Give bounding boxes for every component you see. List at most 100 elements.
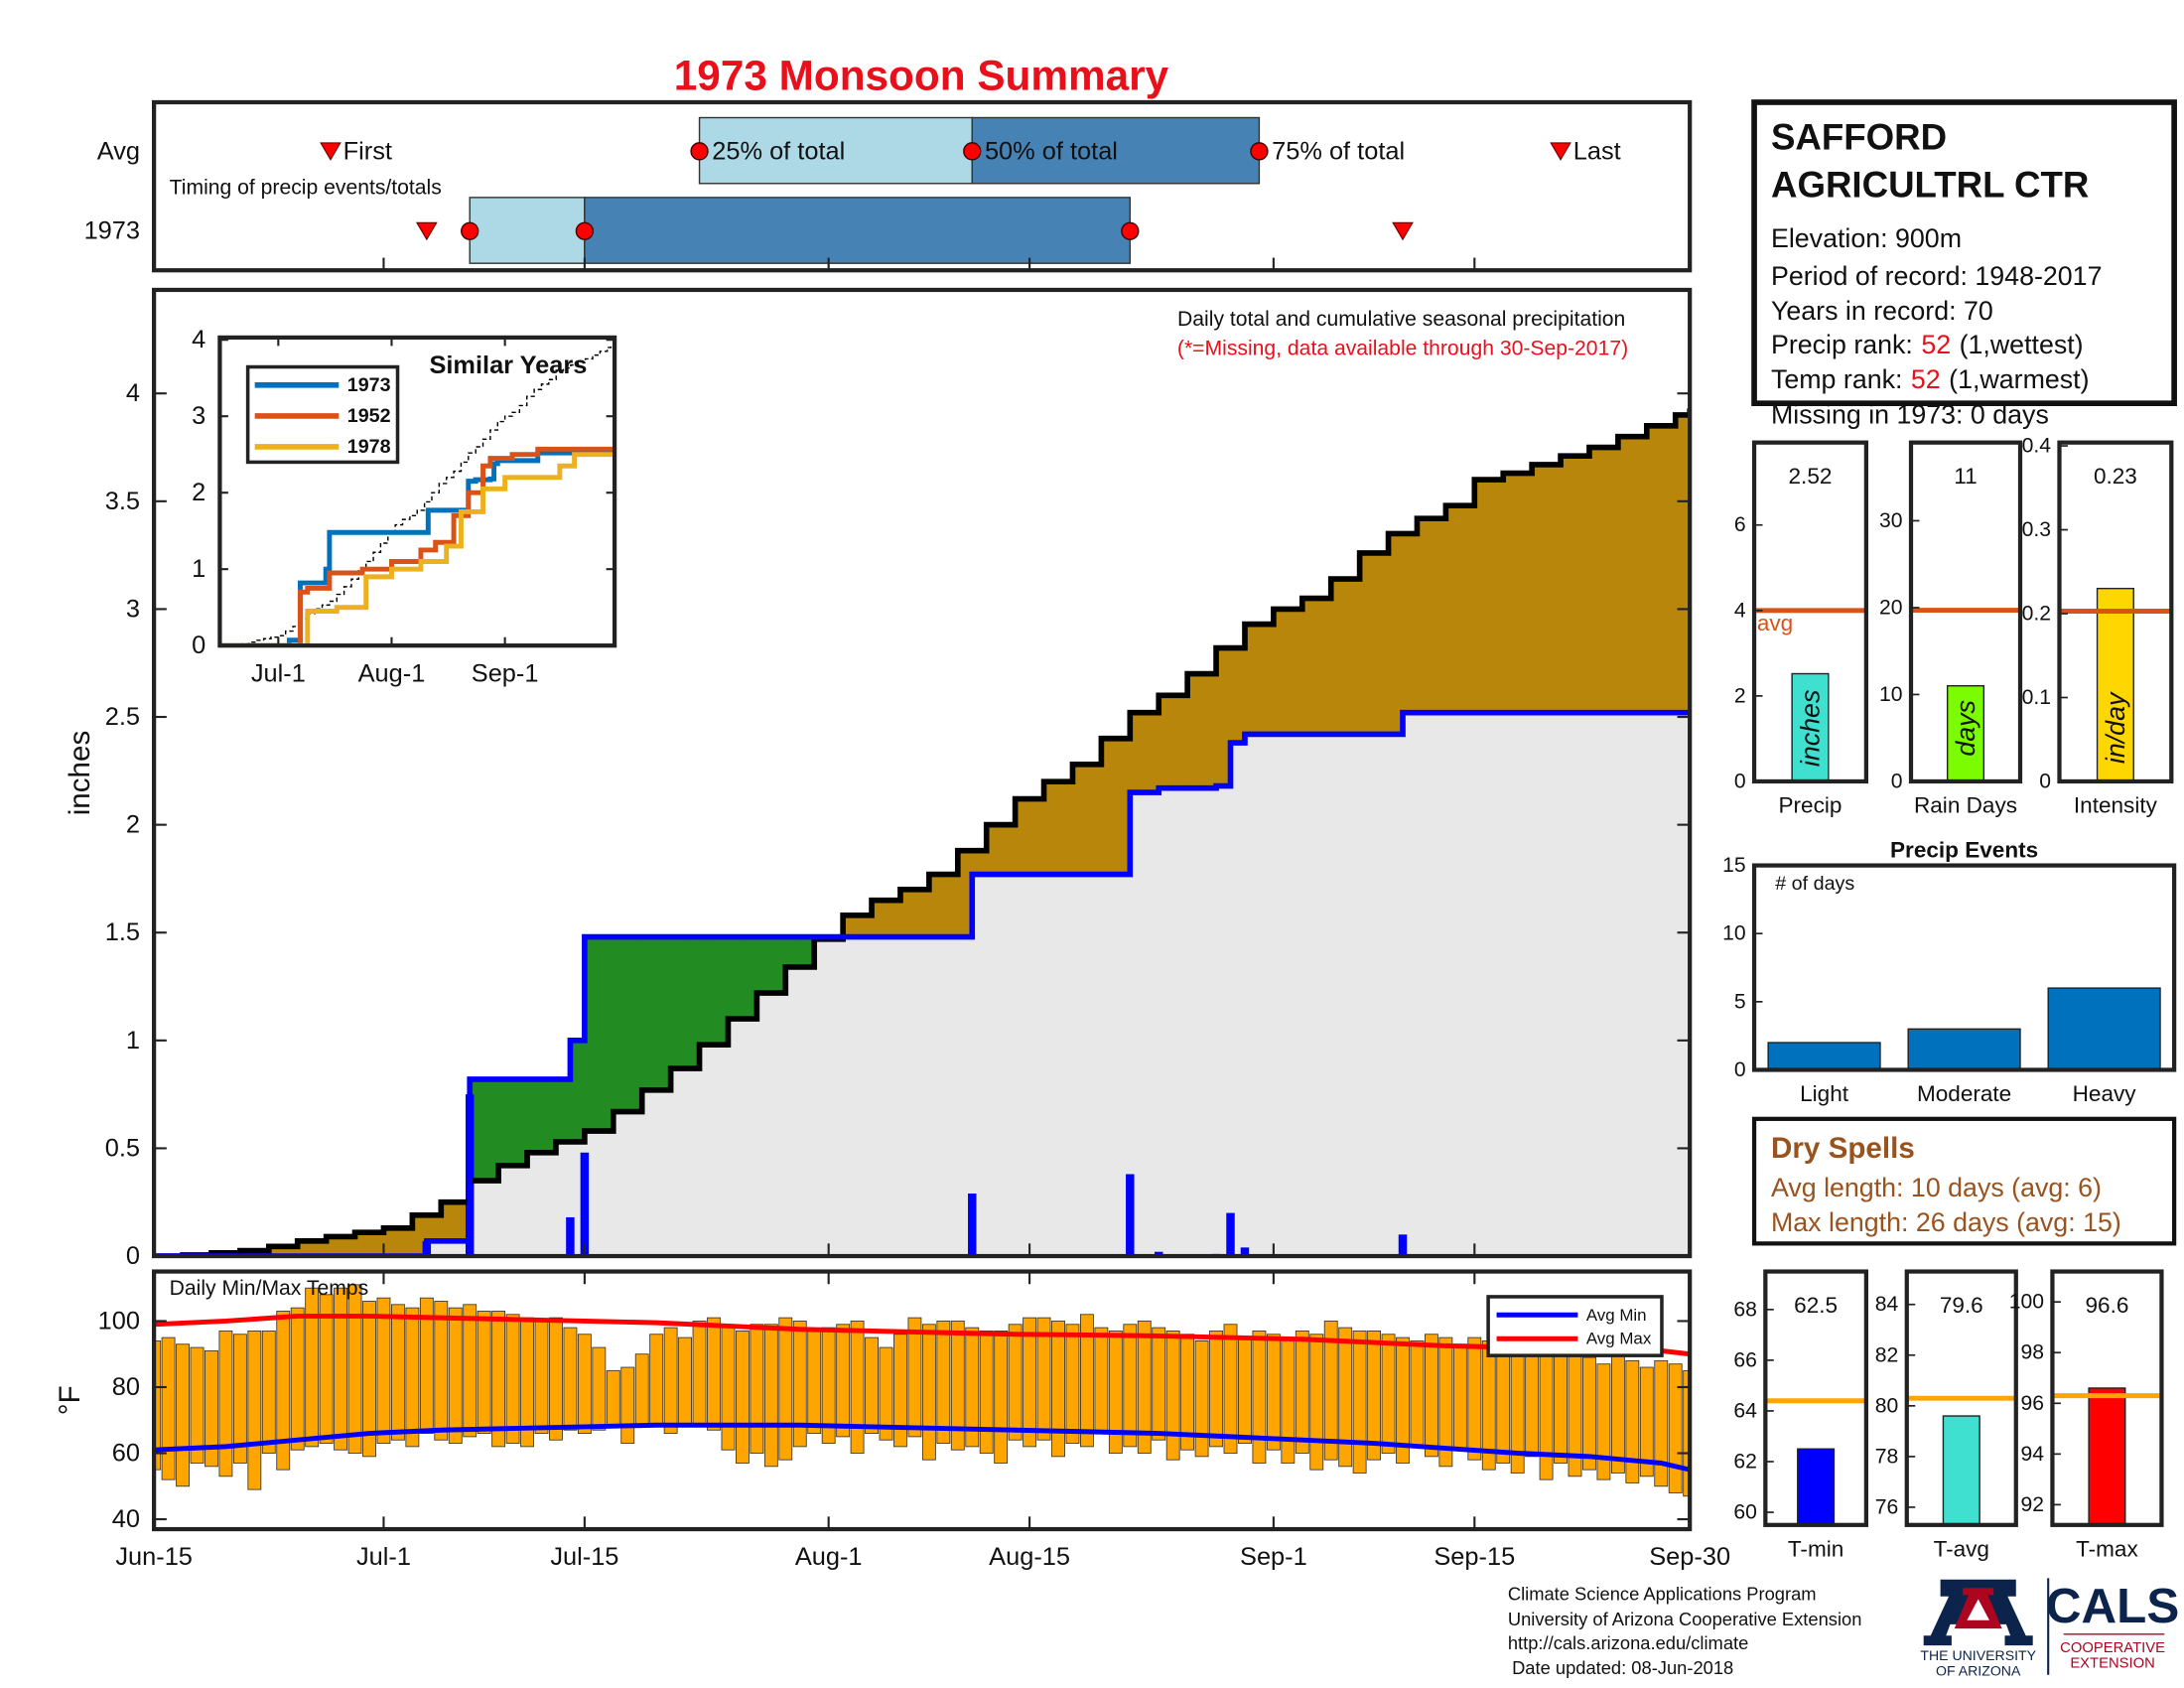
chart-note: (*=Missing, data available through 30-Se… (1177, 338, 1628, 360)
below-fill (799, 966, 816, 1257)
total-marker (1121, 221, 1140, 240)
deficit-fill (1431, 518, 1447, 713)
chart-subtitle: Daily total and cumulative seasonal prec… (1177, 308, 1625, 331)
timing-frame (152, 99, 1693, 273)
deficit-fill (886, 900, 901, 937)
deficit-fill (1216, 647, 1232, 786)
value-label: 0.23 (2094, 464, 2137, 489)
temp-range-bar (1295, 1331, 1309, 1454)
bar-frame (2050, 1269, 2164, 1527)
temp-range-bar (1367, 1331, 1382, 1461)
deficit-fill (1675, 414, 1691, 713)
temp-range-bar (592, 1346, 607, 1431)
below-fill (1288, 734, 1303, 1257)
temp-range-bar (634, 1353, 649, 1428)
y-tick-label: 1 (126, 1027, 140, 1055)
deficit-fill (1561, 456, 1576, 713)
deficit-fill (1474, 480, 1490, 713)
y-tick-label: 2 (126, 811, 140, 839)
temp-plot (154, 1284, 1691, 1497)
deficit-fill (1588, 447, 1605, 713)
category-label: Rain Days (1914, 792, 2017, 817)
surplus-fill (641, 936, 658, 1090)
temp-range-bar (390, 1304, 405, 1441)
temp-range-bar (1496, 1346, 1511, 1464)
temp-range-bar (1309, 1334, 1324, 1471)
surplus-fill (770, 936, 787, 994)
temp-range-bar (563, 1327, 578, 1431)
temp-range-bar (1252, 1331, 1267, 1464)
y-tick-label: 64 (1733, 1399, 1757, 1422)
below-fill (943, 936, 959, 1257)
inset-frame (217, 335, 617, 648)
y-tick-label: 0.4 (2022, 435, 2052, 458)
temp-range-bar (1582, 1356, 1596, 1471)
event-marker (415, 221, 438, 241)
temp-range-bar (778, 1317, 793, 1461)
temp-note: Daily Min/Max Temps (170, 1277, 368, 1300)
temp-range-bar (1152, 1327, 1166, 1441)
deficit-fill (354, 1232, 370, 1257)
surplus-fill (656, 936, 672, 1090)
deficit-fill (383, 1227, 399, 1257)
y-tick-label: 80 (1875, 1394, 1899, 1417)
deficit-fill (1603, 447, 1619, 713)
below-fill (1546, 712, 1562, 1257)
deficit-fill (1503, 473, 1519, 713)
below-fill (441, 1240, 457, 1257)
temp-range-bar (1610, 1349, 1625, 1474)
below-fill (1001, 874, 1017, 1257)
inset-plot (219, 345, 615, 646)
below-fill (1359, 734, 1375, 1257)
surplus-fill (541, 1078, 557, 1153)
temp-range-bar (735, 1331, 750, 1464)
temp-range-bar (707, 1317, 721, 1431)
surplus-fill (728, 936, 744, 1020)
category-label: Precip (1779, 792, 1843, 817)
y-tick-label: 3 (126, 595, 140, 623)
station-box (1751, 99, 2177, 407)
quartile-box (584, 197, 1132, 264)
temp-range-bar (362, 1301, 376, 1458)
below-fill (1086, 874, 1103, 1257)
below-fill (1201, 787, 1217, 1257)
deficit-fill (1230, 647, 1246, 744)
deficit-fill (1101, 738, 1117, 875)
y-tick-label: 80 (112, 1373, 140, 1401)
temp-range-bar (261, 1331, 276, 1454)
below-fill (1230, 743, 1246, 1257)
temp-range-bar (205, 1349, 218, 1468)
below-fill (770, 993, 787, 1257)
below-fill (1532, 712, 1548, 1257)
legend-box (1486, 1295, 1664, 1357)
total-marker (461, 221, 479, 240)
deficit-fill (426, 1214, 443, 1241)
temp-range-bar (1223, 1324, 1238, 1454)
x-tick-label: Jul-1 (356, 1543, 411, 1571)
deficit-fill (1459, 505, 1476, 713)
temp-range-bar (276, 1311, 291, 1471)
temp-range-bar (965, 1327, 980, 1448)
temp-range-bar (549, 1317, 563, 1441)
y-tick-label: 40 (112, 1505, 140, 1533)
below-fill (828, 938, 844, 1257)
inset-title: Similar Years (429, 352, 587, 379)
surplus-fill (799, 936, 816, 967)
below-fill (886, 936, 901, 1257)
below-fill (685, 1068, 701, 1257)
precip-plot (154, 408, 1691, 1257)
row-label: Avg (97, 137, 140, 165)
avg-temp-line (154, 1422, 1691, 1473)
deficit-fill (1646, 425, 1663, 713)
deficit-fill (972, 850, 988, 875)
temp-range-bar (950, 1321, 965, 1451)
temp-range-bar (1238, 1336, 1252, 1444)
bar (1767, 1042, 1881, 1071)
below-fill (599, 1131, 614, 1257)
temp-range-bar (1554, 1346, 1568, 1464)
daily-bar (1154, 1251, 1163, 1257)
temp-range-bar (463, 1304, 478, 1438)
below-fill (1273, 734, 1290, 1257)
temp-range-bar (763, 1324, 778, 1468)
